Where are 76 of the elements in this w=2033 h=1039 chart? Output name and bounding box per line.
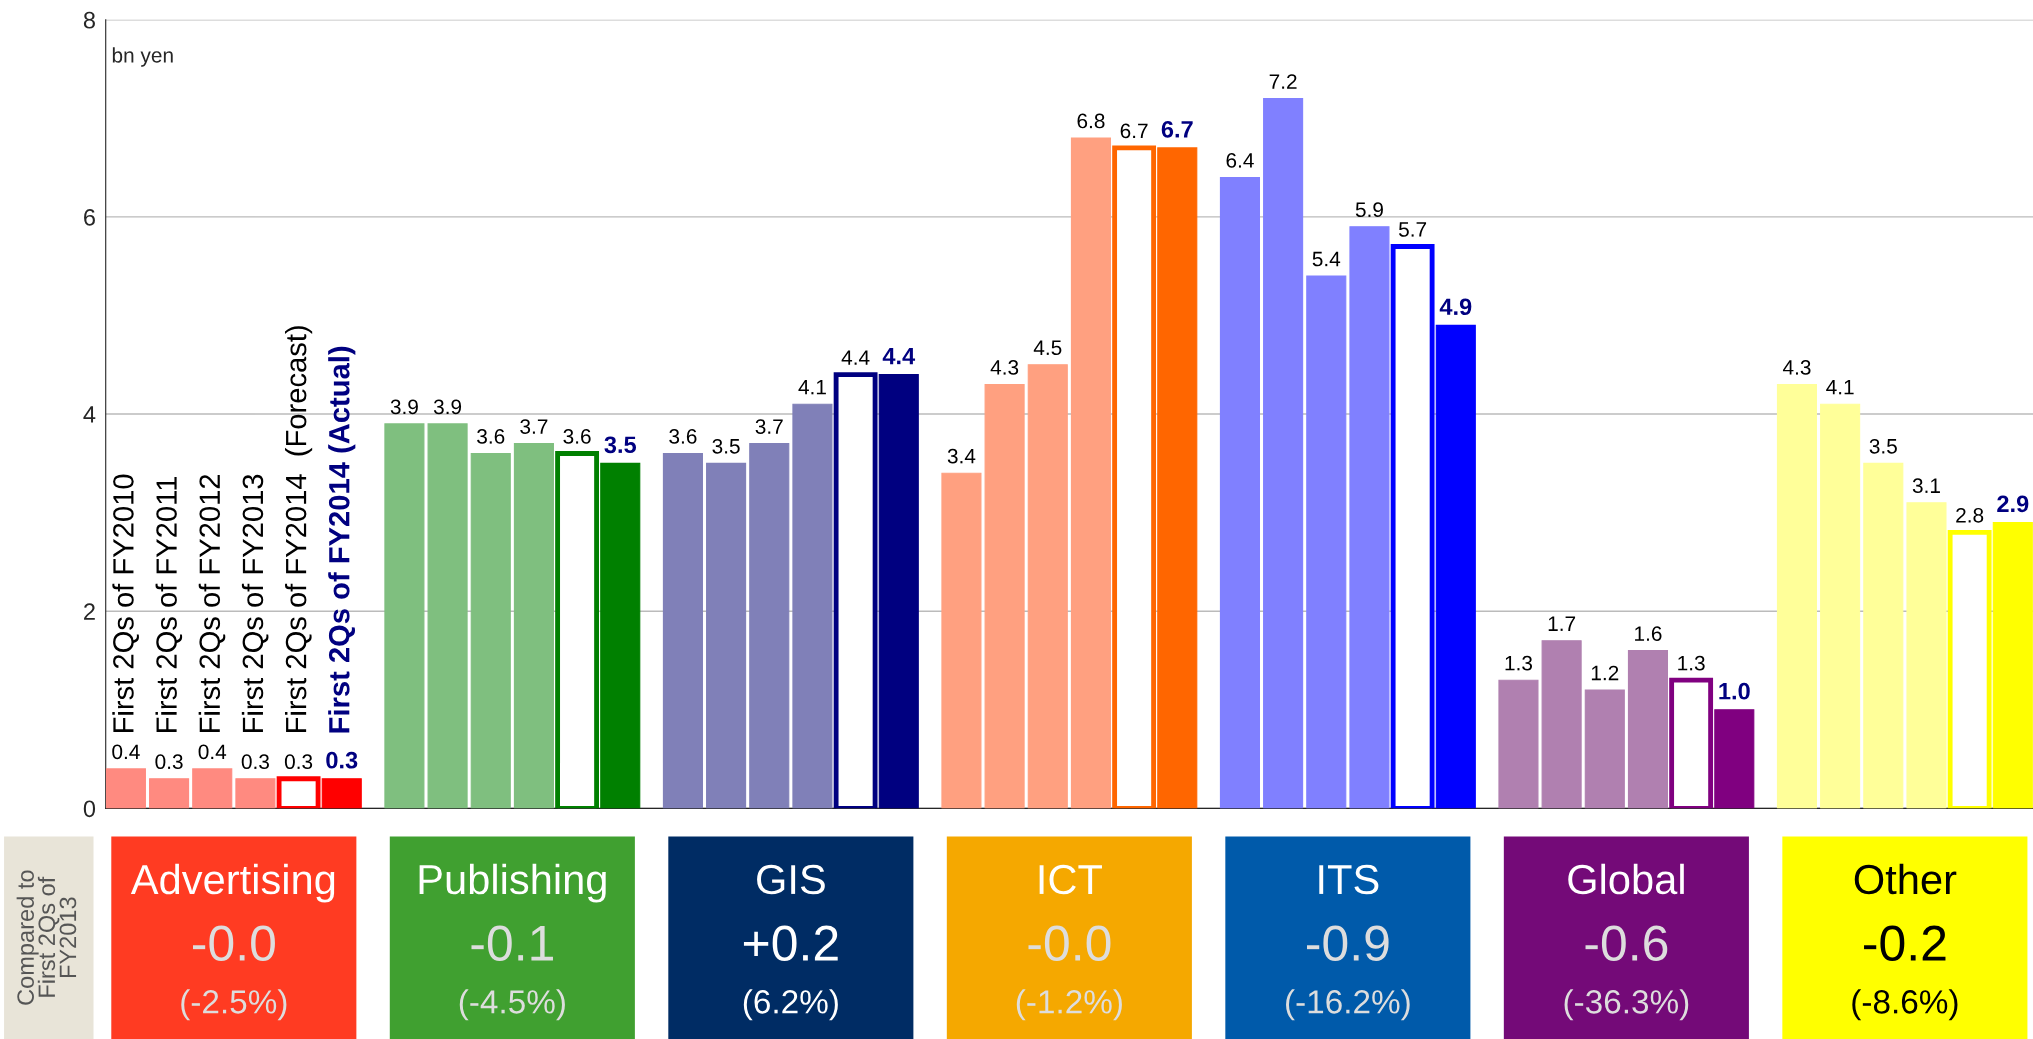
data-label: 1.6 [1635, 626, 1662, 641]
x-tick-label: Publishing [419, 863, 606, 903]
data-label: 3.5 [712, 438, 740, 454]
text: (-2.5%) [181, 989, 287, 1021]
x-tick-label: GIS [757, 864, 825, 895]
text: -0.2 [1864, 925, 1946, 961]
data-label: 7.2 [1269, 74, 1297, 89]
text: First 2Qs of FY2011 [155, 477, 183, 733]
data-label: 4.3 [1782, 360, 1811, 375]
text: (-8.6%) [1852, 989, 1958, 1021]
data-label: 4.1 [1826, 379, 1854, 395]
data-label: 5.7 [1398, 222, 1427, 237]
text: (6.2%) [743, 989, 838, 1021]
x-tick-label: Global [1568, 863, 1684, 895]
data-label: 0.3 [284, 754, 313, 770]
data-label: 0.3 [155, 754, 183, 770]
data-label: 3.7 [520, 419, 548, 434]
y-tick-label: 0 [83, 800, 96, 818]
text: +0.2 [743, 925, 838, 961]
text: First 2Qs of FY2014 (Actual) [328, 346, 356, 733]
y-tick-label: 8 [83, 11, 95, 29]
data-label: 0.3 [241, 754, 269, 770]
data-label: 6.8 [1077, 113, 1105, 129]
data-label: 4.4 [882, 347, 916, 365]
data-label: 1.3 [1505, 655, 1533, 671]
text: First 2Qs of FY2013 [241, 474, 269, 733]
text: -0.0 [1028, 925, 1111, 961]
data-label: 1.7 [1548, 616, 1576, 631]
y-tick-label: 6 [84, 208, 95, 226]
data-label: 0.3 [326, 751, 358, 769]
data-label: 3.6 [477, 429, 505, 444]
x-tick-label: ITS [1319, 864, 1379, 895]
data-label: 3.9 [390, 399, 418, 415]
data-label: 3.6 [669, 429, 697, 444]
data-label: 4.1 [798, 379, 826, 395]
data-label: 6.7 [1161, 120, 1193, 138]
data-label: 3.4 [947, 448, 976, 464]
x-tick-label: Advertising [130, 863, 335, 903]
x-tick-label: ICT [1039, 864, 1102, 895]
text: First 2Qs of FY2014 (Forecast) [284, 326, 313, 733]
data-label: 5.4 [1312, 251, 1341, 267]
data-label: 3.9 [433, 399, 462, 415]
text: (-16.2%) [1286, 989, 1410, 1021]
data-label: 1.3 [1678, 655, 1705, 671]
data-label: 0.4 [112, 744, 140, 760]
text: -0.1 [471, 925, 553, 961]
data-label: 5.9 [1355, 202, 1383, 218]
data-label: 3.5 [1869, 438, 1897, 454]
x-tick-label: Other [1854, 863, 1957, 895]
data-label: 4.9 [1439, 298, 1472, 316]
data-label: 1.0 [1719, 682, 1750, 700]
data-label: 2.8 [1956, 507, 1984, 523]
data-label: 6.4 [1226, 153, 1254, 168]
data-label: 0.4 [198, 744, 227, 760]
text: -0.0 [192, 925, 275, 961]
data-label: 2.9 [1997, 495, 2029, 513]
data-label: 3.1 [1912, 478, 1940, 494]
data-label: 4.5 [1033, 340, 1062, 356]
text: (-36.3%) [1564, 989, 1689, 1021]
text: First 2Qs of FY2012 [198, 474, 226, 733]
data-label: 1.2 [1591, 665, 1619, 681]
data-label: 3.5 [604, 436, 637, 454]
data-label: 3.6 [563, 429, 591, 444]
text: Compared to First 2Qs of FY2013 [16, 870, 77, 1005]
text: -0.6 [1585, 925, 1668, 961]
data-label: 4.4 [841, 350, 870, 365]
y-tick-label: 4 [83, 406, 96, 423]
text: First 2Qs of FY2010 [112, 474, 139, 733]
y-tick-label: 2 [84, 603, 95, 620]
text: -0.9 [1307, 925, 1389, 961]
text: (-1.2%) [1016, 989, 1122, 1021]
text: (-4.5%) [459, 989, 565, 1021]
data-label: 6.7 [1120, 123, 1148, 139]
y-axis-title: bn yen [112, 47, 173, 67]
data-label: 4.3 [990, 360, 1019, 375]
data-label: 3.7 [755, 419, 783, 434]
